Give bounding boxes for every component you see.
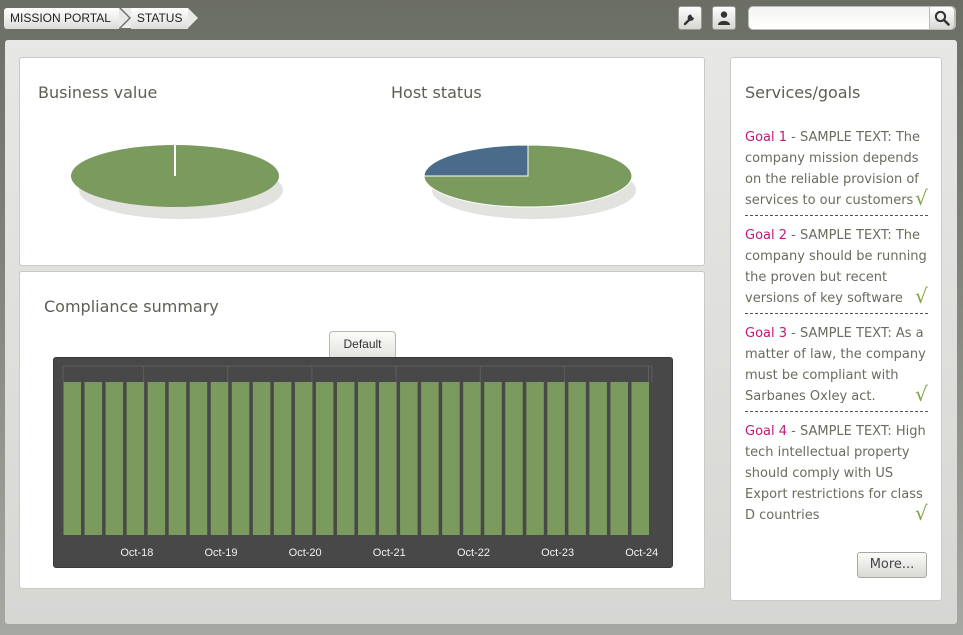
compliance-bar[interactable] <box>294 382 313 535</box>
compliance-bar[interactable] <box>252 382 271 535</box>
business-value-pie[interactable] <box>70 144 290 228</box>
x-tick-label: Oct-21 <box>373 547 406 559</box>
status-panel: Business value Host status <box>19 57 705 266</box>
goal-text: - SAMPLE TEXT: High tech intellectual pr… <box>745 424 926 523</box>
compliance-bar[interactable] <box>463 382 481 535</box>
compliance-bar[interactable] <box>336 382 355 535</box>
goal-divider <box>745 313 928 314</box>
compliance-chart-svg: Oct-18 Oct-19 Oct-20 Oct-21 Oct-22 Oct-23 Oct-… <box>62 365 658 559</box>
pie-slice[interactable] <box>423 144 529 177</box>
compliance-bar[interactable] <box>358 382 376 535</box>
compliance-bar[interactable] <box>168 382 187 535</box>
checkmark-icon: √ <box>915 186 928 210</box>
goal-item-3[interactable]: Goal 3 - SAMPLE TEXT: As a matter of law… <box>745 323 929 407</box>
compliance-panel: Compliance summary Default Oct-18 Oct-19 O… <box>19 271 705 589</box>
compliance-bar[interactable] <box>421 382 439 535</box>
goal-item-1[interactable]: Goal 1 - SAMPLE TEXT: The company missio… <box>745 127 929 211</box>
compliance-bar[interactable] <box>568 382 586 535</box>
goal-label[interactable]: Goal 4 <box>745 424 788 439</box>
compliance-bar[interactable] <box>147 382 166 535</box>
breadcrumb-status[interactable]: STATUS <box>120 8 198 29</box>
x-tick-label: Oct-24 <box>625 547 658 559</box>
breadcrumb: MISSION PORTAL STATUS <box>4 8 198 29</box>
compliance-bar[interactable] <box>610 382 628 535</box>
compliance-bar[interactable] <box>379 382 397 535</box>
compliance-bar[interactable] <box>210 382 229 535</box>
search-box <box>748 6 956 30</box>
compliance-bar[interactable] <box>589 382 607 535</box>
business-value-title: Business value <box>38 83 158 102</box>
goal-divider <box>745 411 928 412</box>
settings-button[interactable] <box>678 6 702 30</box>
compliance-bar[interactable] <box>400 382 418 535</box>
goal-divider <box>745 215 928 216</box>
checkmark-icon: √ <box>915 382 928 406</box>
search-icon <box>934 10 950 26</box>
goal-text: - SAMPLE TEXT: As a matter of law, the c… <box>745 326 926 404</box>
compliance-bar[interactable] <box>126 382 145 535</box>
host-status-pie[interactable] <box>423 144 643 228</box>
compliance-bar[interactable] <box>631 382 649 535</box>
checkmark-icon: √ <box>915 501 928 525</box>
compliance-bar[interactable] <box>189 382 208 535</box>
host-status-title: Host status <box>391 83 482 102</box>
compliance-bar[interactable] <box>442 382 460 535</box>
services-panel: Services/goals Goal 1 - SAMPLE TEXT: The… <box>730 57 942 601</box>
goal-text: - SAMPLE TEXT: The company mission depen… <box>745 130 921 208</box>
compliance-bar[interactable] <box>526 382 544 535</box>
compliance-title: Compliance summary <box>44 297 219 316</box>
x-tick-label: Oct-20 <box>289 547 322 559</box>
compliance-bar[interactable] <box>505 382 523 535</box>
x-tick-label: Oct-19 <box>205 547 238 559</box>
goal-label[interactable]: Goal 3 <box>745 326 788 341</box>
x-tick-label: Oct-18 <box>120 547 153 559</box>
goal-label[interactable]: Goal 1 <box>745 130 788 145</box>
more-button[interactable]: More... <box>857 552 927 578</box>
compliance-bar[interactable] <box>547 382 565 535</box>
search-input[interactable] <box>753 9 923 27</box>
goal-item-4[interactable]: Goal 4 - SAMPLE TEXT: High tech intellec… <box>745 421 929 526</box>
pie-slice[interactable] <box>423 144 633 208</box>
compliance-bar[interactable] <box>105 382 124 535</box>
user-button[interactable] <box>712 6 736 30</box>
default-view-tab[interactable]: Default <box>329 331 396 363</box>
compliance-bar[interactable] <box>484 382 502 535</box>
goal-label[interactable]: Goal 2 <box>745 228 788 243</box>
goal-text: - SAMPLE TEXT: The company should be run… <box>745 228 927 306</box>
breadcrumb-mission-portal[interactable]: MISSION PORTAL <box>4 8 129 29</box>
wrench-icon <box>683 14 694 26</box>
search-button[interactable] <box>929 6 955 30</box>
user-icon <box>718 11 730 25</box>
x-tick-label: Oct-23 <box>541 547 574 559</box>
main-frame: Business value Host status Compliance su… <box>5 40 957 624</box>
x-tick-label: Oct-22 <box>457 547 490 559</box>
checkmark-icon: √ <box>915 284 928 308</box>
services-title: Services/goals <box>745 83 861 102</box>
goal-item-2[interactable]: Goal 2 - SAMPLE TEXT: The company should… <box>745 225 929 309</box>
compliance-bar[interactable] <box>231 382 250 535</box>
compliance-bar[interactable] <box>84 382 103 535</box>
compliance-chart: Oct-18 Oct-19 Oct-20 Oct-21 Oct-22 Oct-23 Oct-… <box>53 357 673 568</box>
compliance-bar[interactable] <box>315 382 334 535</box>
compliance-bar[interactable] <box>273 382 292 535</box>
compliance-bar[interactable] <box>63 382 82 535</box>
